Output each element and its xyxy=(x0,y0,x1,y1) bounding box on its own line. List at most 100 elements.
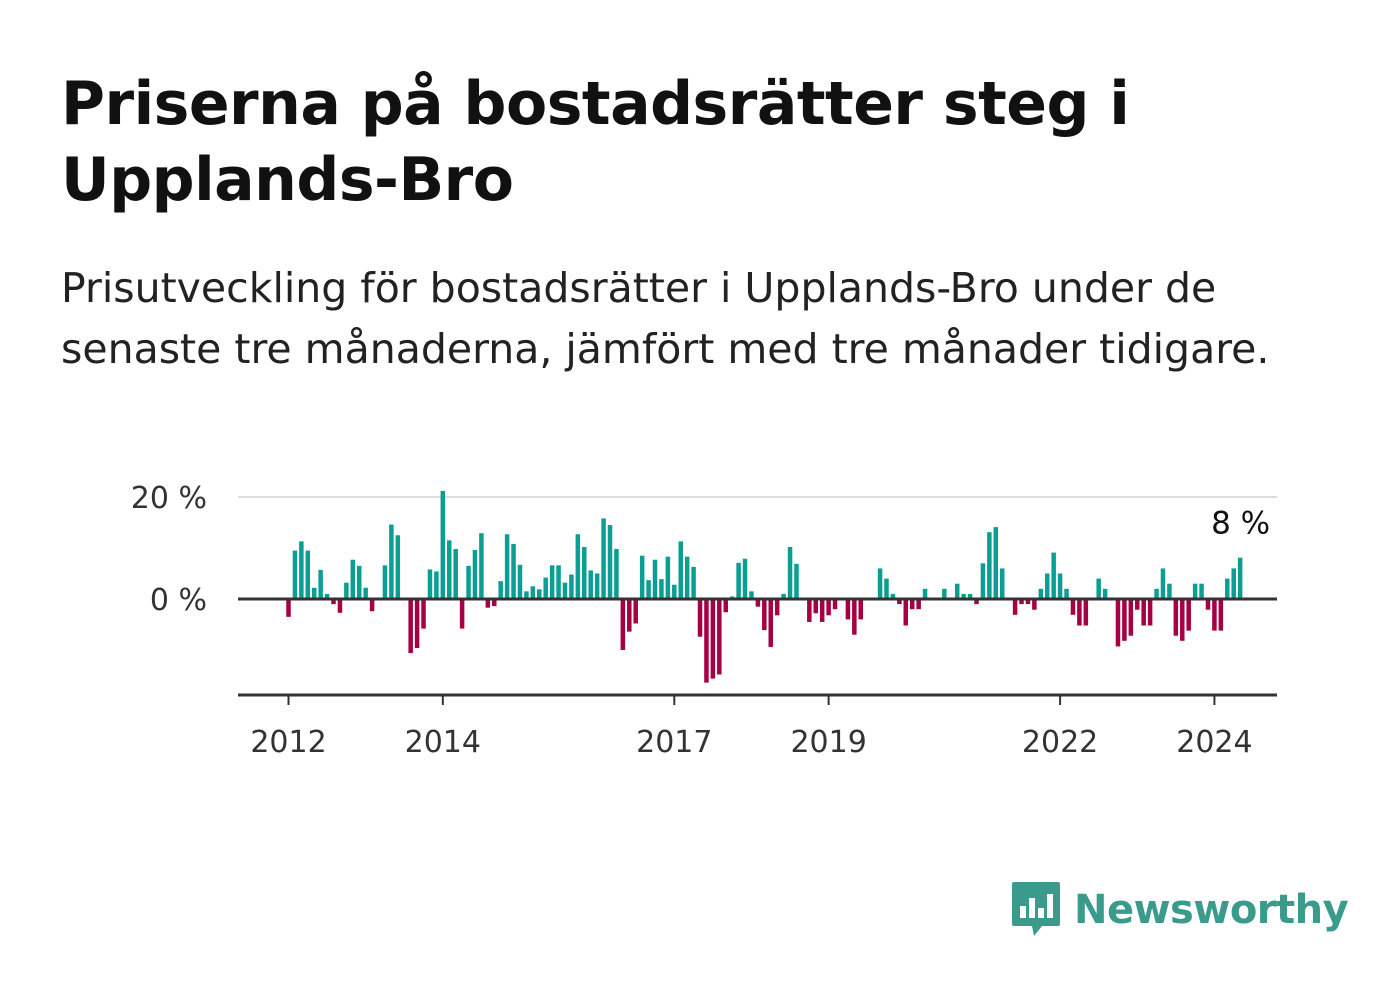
bar-chart: 0 % 20 % 2012 2014 2017 2019 2022 2024 8 % xyxy=(131,481,1277,760)
bar xyxy=(1128,599,1134,636)
bar xyxy=(1186,599,1191,631)
bar xyxy=(665,556,671,599)
bar xyxy=(479,533,484,599)
bar xyxy=(890,593,896,599)
labels-layer: 0 % 20 % 2012 2014 2017 2019 2022 2024 8 % xyxy=(131,481,1270,760)
bars-layer xyxy=(286,490,1243,683)
bar xyxy=(337,599,343,613)
bar xyxy=(331,599,336,605)
bar xyxy=(755,599,761,607)
bar xyxy=(909,599,915,610)
bar xyxy=(639,555,645,599)
bar xyxy=(717,599,722,675)
bar xyxy=(832,599,838,610)
bar xyxy=(1154,588,1159,599)
bar xyxy=(1180,599,1185,641)
bar xyxy=(1173,599,1179,636)
bar xyxy=(440,490,446,599)
bar xyxy=(652,559,658,599)
bar xyxy=(704,599,709,683)
bar xyxy=(961,593,966,599)
bar xyxy=(524,591,529,599)
bar xyxy=(369,599,375,612)
bar xyxy=(620,599,626,650)
bar xyxy=(723,599,728,613)
bar xyxy=(1218,599,1224,631)
bar xyxy=(768,599,773,647)
bar xyxy=(813,599,819,614)
bar xyxy=(556,565,561,599)
bar xyxy=(421,599,426,629)
bar xyxy=(350,559,356,599)
bar xyxy=(1096,578,1101,599)
bar xyxy=(1070,599,1076,615)
y-tick-label: 20 % xyxy=(131,481,207,516)
bar xyxy=(344,582,349,599)
bar xyxy=(1199,583,1204,599)
bar xyxy=(1167,583,1172,599)
bar xyxy=(1225,578,1230,599)
bar xyxy=(794,563,799,599)
bar xyxy=(1038,588,1044,599)
bar xyxy=(395,535,401,599)
bar xyxy=(427,569,433,599)
bar xyxy=(826,599,831,616)
bar xyxy=(1032,599,1037,610)
bar xyxy=(1135,599,1140,610)
bar xyxy=(1012,599,1018,615)
bar xyxy=(1141,599,1146,626)
bar xyxy=(852,599,857,635)
x-tick-label: 2019 xyxy=(790,725,866,760)
chart-title: Priserna på bostadsrätter steg i Uppland… xyxy=(61,69,1130,215)
bar xyxy=(678,541,683,599)
bar xyxy=(749,591,754,599)
bar xyxy=(1102,588,1108,599)
bar xyxy=(1160,568,1166,599)
bar xyxy=(774,599,780,616)
chart-subtitle: Prisutveckling för bostadsrätter i Uppla… xyxy=(61,264,1270,373)
bar xyxy=(1212,599,1217,631)
bar xyxy=(356,565,362,599)
bar xyxy=(980,563,986,599)
bar xyxy=(710,599,716,679)
bar xyxy=(562,582,568,599)
bar xyxy=(742,558,748,599)
bar xyxy=(485,599,491,608)
bar xyxy=(897,599,902,605)
bar xyxy=(845,599,851,620)
bar xyxy=(318,569,323,599)
bar xyxy=(447,540,452,599)
bar xyxy=(627,599,632,632)
brand-name: Newsworthy xyxy=(1074,887,1349,933)
bar xyxy=(511,543,516,599)
x-tick-label: 2024 xyxy=(1176,725,1252,760)
bar xyxy=(781,593,786,599)
bar xyxy=(1077,599,1082,626)
bar xyxy=(530,586,536,599)
bar xyxy=(1025,599,1031,605)
bar xyxy=(324,593,330,599)
bar xyxy=(1231,568,1236,599)
bar xyxy=(877,568,883,599)
bar xyxy=(492,599,497,607)
x-tick-label: 2022 xyxy=(1022,725,1098,760)
bar xyxy=(684,556,690,599)
bar-chart-speech-bubble-icon xyxy=(1012,882,1060,936)
x-tick-label: 2012 xyxy=(250,725,326,760)
bar xyxy=(472,550,478,599)
bar xyxy=(1051,552,1056,599)
x-tick-label: 2014 xyxy=(405,725,481,760)
bar xyxy=(569,574,574,599)
bar xyxy=(363,587,368,599)
bar xyxy=(659,579,664,599)
bar xyxy=(286,599,291,617)
bar xyxy=(1115,599,1121,647)
bar xyxy=(942,588,947,599)
bar xyxy=(575,534,581,599)
bar xyxy=(537,589,542,599)
bar xyxy=(389,524,394,599)
bar xyxy=(787,546,793,599)
bar xyxy=(736,562,741,599)
bar xyxy=(916,599,921,610)
bar xyxy=(1147,599,1153,626)
